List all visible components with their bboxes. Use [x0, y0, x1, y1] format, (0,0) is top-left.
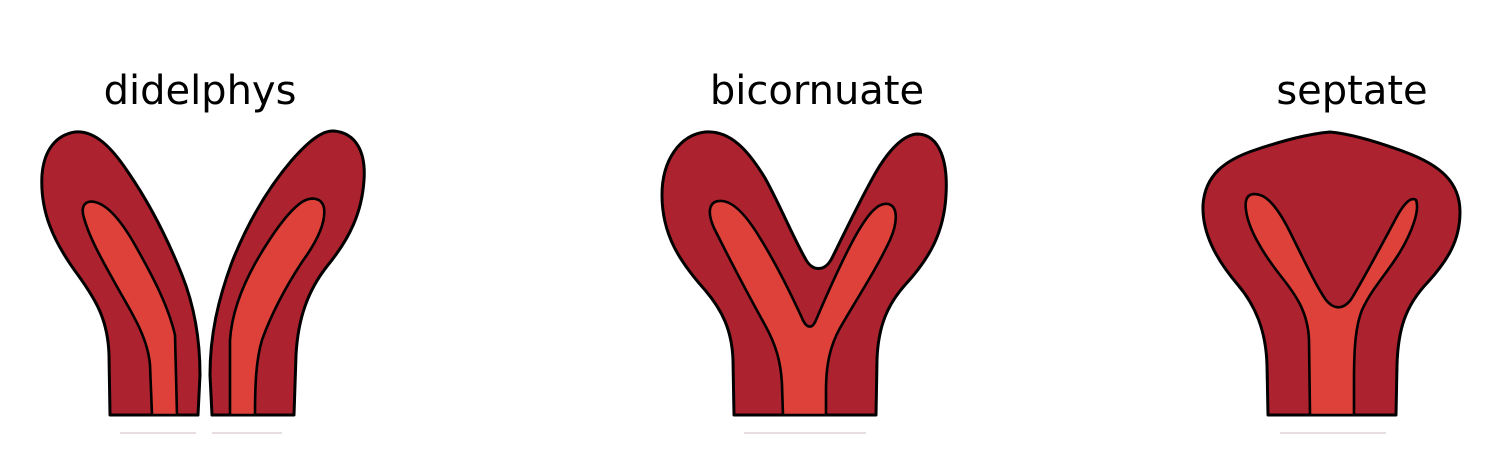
septate-cavity: [1244, 192, 1419, 417]
label-didelphys: didelphys: [103, 68, 297, 114]
label-septate: septate: [1276, 68, 1428, 114]
bicornuate-figure: [660, 130, 948, 434]
didelphys-left-cavity: [81, 200, 179, 417]
label-bicornuate: bicornuate: [709, 68, 925, 114]
didelphys-figure: [40, 129, 366, 434]
bicornuate-cavity: [708, 199, 898, 417]
bicornuate-uterus-outer: [660, 130, 948, 417]
didelphys-right-cavity: [228, 197, 326, 417]
septate-figure: [1201, 130, 1462, 434]
